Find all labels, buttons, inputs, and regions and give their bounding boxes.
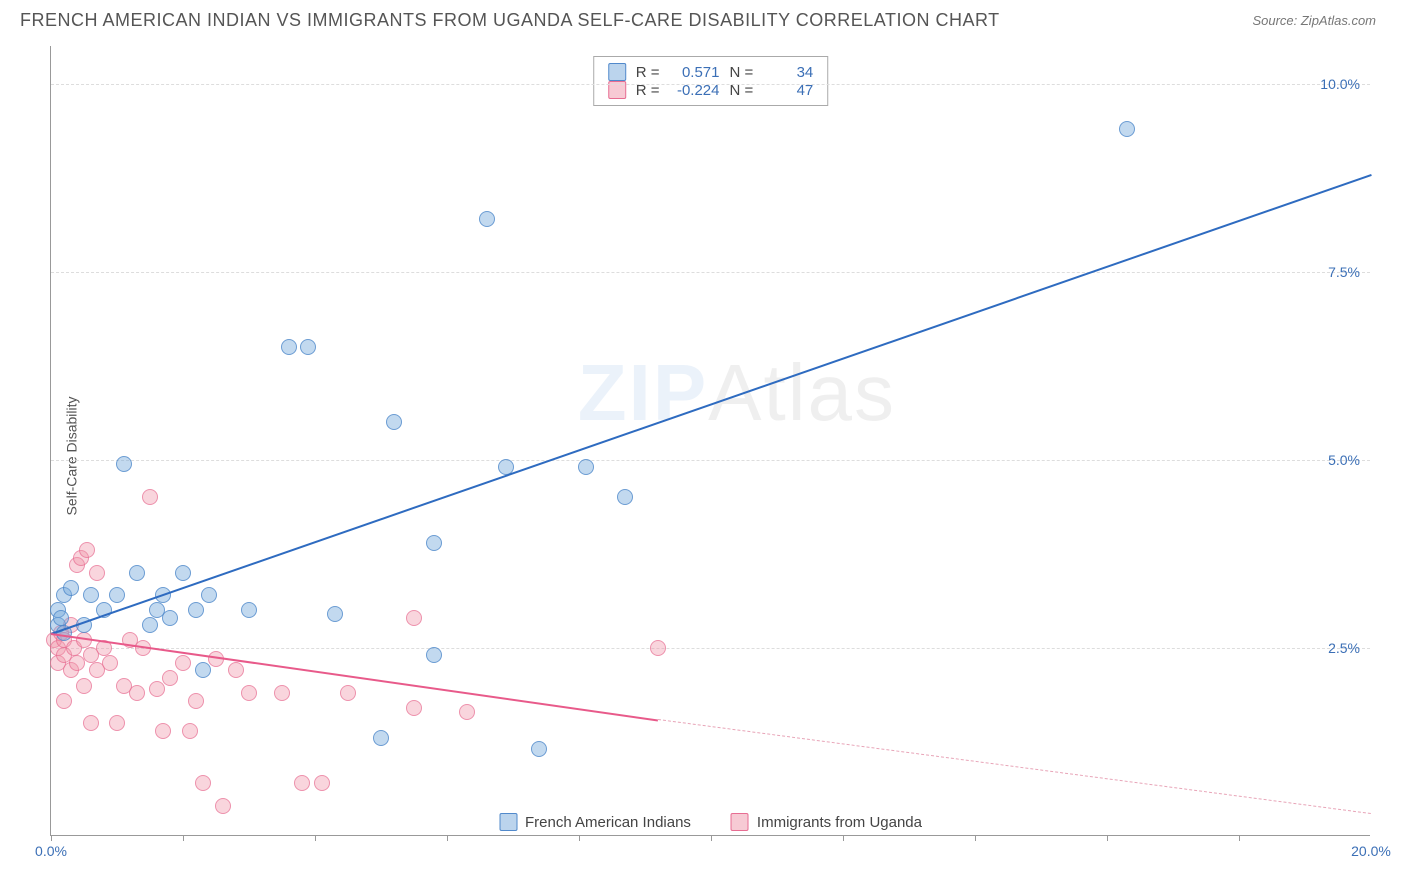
x-tick-label: 0.0% [35,843,67,859]
trendline-series2 [51,633,658,722]
scatter-point-series1 [83,587,99,603]
chart-container: Self-Care Disability ZIPAtlas R = 0.571 … [0,36,1406,876]
scatter-point-series2 [406,610,422,626]
scatter-point-series2 [340,685,356,701]
scatter-point-series1 [188,602,204,618]
scatter-point-series2 [79,542,95,558]
scatter-point-series1 [578,459,594,475]
gridline-h [51,84,1370,85]
scatter-point-series2 [459,704,475,720]
scatter-point-series2 [228,662,244,678]
scatter-point-series2 [76,678,92,694]
y-tick-label: 7.5% [1328,264,1360,280]
watermark-bold: ZIP [578,348,708,437]
x-tick-mark [1107,835,1108,841]
legend-label-series1: French American Indians [525,814,691,831]
source-attribution: Source: ZipAtlas.com [1252,13,1376,28]
swatch-series2-icon [731,813,749,831]
legend-stats-box: R = 0.571 N = 34 R = -0.224 N = 47 [593,56,829,106]
scatter-point-series2 [314,775,330,791]
r-value-series1: 0.571 [670,64,720,81]
scatter-point-series1 [241,602,257,618]
gridline-h [51,648,1370,649]
scatter-point-series2 [109,715,125,731]
scatter-point-series2 [182,723,198,739]
trendline-series1 [51,174,1372,635]
legend-item-series2: Immigrants from Uganda [731,813,922,831]
scatter-point-series1 [63,580,79,596]
legend-bottom: French American Indians Immigrants from … [489,813,932,831]
scatter-point-series2 [294,775,310,791]
x-tick-mark [183,835,184,841]
scatter-point-series1 [53,610,69,626]
y-tick-label: 10.0% [1320,76,1360,92]
gridline-h [51,460,1370,461]
x-tick-mark [51,835,52,841]
x-tick-mark [1239,835,1240,841]
x-tick-label: 20.0% [1351,843,1391,859]
n-label: N = [730,64,754,81]
scatter-point-series1 [386,414,402,430]
scatter-point-series1 [479,211,495,227]
scatter-point-series2 [274,685,290,701]
y-tick-label: 2.5% [1328,640,1360,656]
scatter-point-series1 [1119,121,1135,137]
x-tick-mark [711,835,712,841]
scatter-point-series2 [195,775,211,791]
legend-stats-row-1: R = 0.571 N = 34 [608,63,814,81]
scatter-point-series1 [300,339,316,355]
swatch-series1-icon [499,813,517,831]
legend-item-series1: French American Indians [499,813,691,831]
scatter-point-series1 [162,610,178,626]
x-tick-mark [315,835,316,841]
x-tick-mark [579,835,580,841]
scatter-point-series1 [373,730,389,746]
scatter-point-series1 [426,535,442,551]
x-tick-mark [975,835,976,841]
scatter-point-series2 [83,715,99,731]
y-tick-label: 5.0% [1328,452,1360,468]
n-value-series1: 34 [763,64,813,81]
scatter-point-series2 [142,489,158,505]
x-tick-mark [843,835,844,841]
scatter-point-series1 [142,617,158,633]
scatter-point-series2 [102,655,118,671]
scatter-point-series1 [281,339,297,355]
scatter-point-series2 [406,700,422,716]
scatter-point-series1 [531,741,547,757]
scatter-point-series1 [195,662,211,678]
scatter-point-series1 [201,587,217,603]
legend-label-series2: Immigrants from Uganda [757,814,922,831]
scatter-point-series2 [149,681,165,697]
scatter-point-series2 [89,565,105,581]
gridline-h [51,272,1370,273]
scatter-point-series2 [155,723,171,739]
plot-area: ZIPAtlas R = 0.571 N = 34 R = -0.224 N =… [50,46,1370,836]
scatter-point-series2 [215,798,231,814]
scatter-point-series2 [175,655,191,671]
scatter-point-series1 [327,606,343,622]
chart-title: FRENCH AMERICAN INDIAN VS IMMIGRANTS FRO… [20,10,1000,31]
x-tick-mark [447,835,448,841]
scatter-point-series2 [188,693,204,709]
swatch-series1-icon [608,63,626,81]
trendline-series2-extrapolated [658,719,1371,814]
watermark-light: Atlas [708,348,896,437]
scatter-point-series1 [617,489,633,505]
scatter-point-series2 [56,693,72,709]
scatter-point-series2 [650,640,666,656]
scatter-point-series1 [109,587,125,603]
scatter-point-series1 [129,565,145,581]
scatter-point-series2 [129,685,145,701]
scatter-point-series2 [162,670,178,686]
scatter-point-series2 [241,685,257,701]
r-label: R = [636,64,660,81]
scatter-point-series1 [175,565,191,581]
scatter-point-series1 [116,456,132,472]
scatter-point-series1 [426,647,442,663]
